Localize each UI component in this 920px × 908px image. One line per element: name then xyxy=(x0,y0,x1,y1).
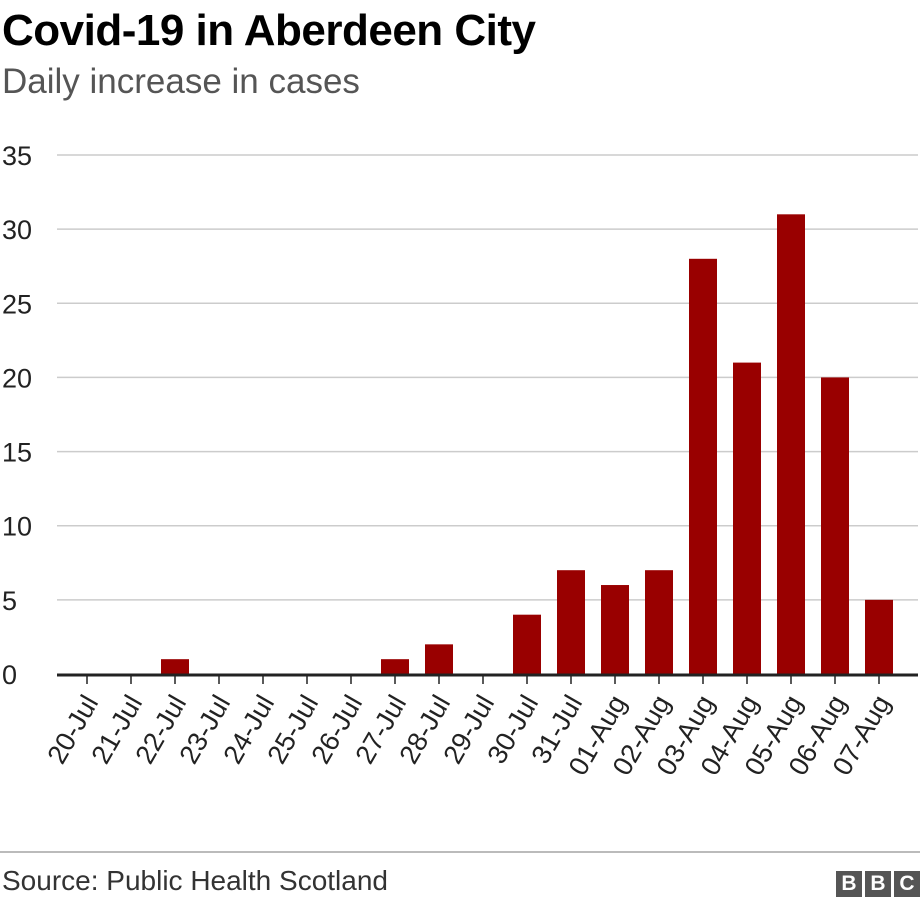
bar xyxy=(865,599,893,674)
bar xyxy=(513,614,541,674)
y-tick-label: 25 xyxy=(2,289,32,319)
bar xyxy=(381,659,409,674)
bar xyxy=(161,659,189,674)
y-tick-label: 10 xyxy=(2,512,32,542)
bar xyxy=(733,362,761,674)
footer-divider xyxy=(0,851,920,853)
y-tick-label: 35 xyxy=(2,141,32,171)
bar xyxy=(645,570,673,674)
y-tick-label: 20 xyxy=(2,363,32,393)
y-tick-label: 30 xyxy=(2,215,32,245)
bar xyxy=(557,570,585,674)
y-tick-label: 0 xyxy=(2,660,17,690)
bbc-logo-letter: B xyxy=(865,871,891,897)
bbc-logo: B B C xyxy=(836,871,920,897)
y-tick-label: 5 xyxy=(2,586,17,616)
chart-title: Covid-19 in Aberdeen City xyxy=(2,6,536,55)
bar xyxy=(425,644,453,674)
y-tick-label: 15 xyxy=(2,438,32,468)
bar xyxy=(777,214,805,675)
bbc-logo-letter: C xyxy=(894,871,920,897)
bar xyxy=(689,258,717,674)
bar xyxy=(821,377,849,674)
bbc-logo-letter: B xyxy=(836,871,862,897)
bar xyxy=(601,585,629,674)
chart-subtitle: Daily increase in cases xyxy=(2,62,360,101)
source-credit: Source: Public Health Scotland xyxy=(2,865,388,896)
